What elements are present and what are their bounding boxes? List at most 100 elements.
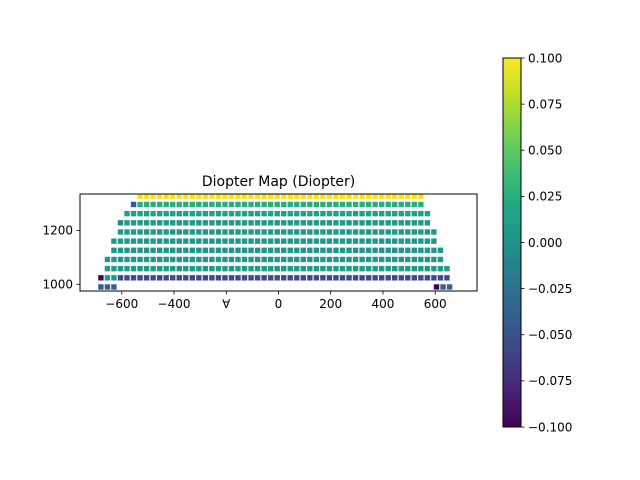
heatmap-cell xyxy=(352,256,359,263)
heatmap-cell xyxy=(444,275,450,281)
heatmap-cell xyxy=(150,220,156,226)
heatmap-cell xyxy=(176,238,182,244)
heatmap-cell xyxy=(333,210,339,217)
heatmap-cell xyxy=(254,275,261,281)
heatmap-cell xyxy=(235,220,241,226)
heatmap-cell xyxy=(365,210,372,217)
heatmap-cell xyxy=(261,229,267,235)
heatmap-cell xyxy=(241,247,248,254)
heatmap-cell xyxy=(326,275,333,281)
heatmap-cell xyxy=(300,201,307,208)
heatmap-cell xyxy=(183,220,189,226)
heatmap-cell xyxy=(365,193,372,200)
heatmap-cell xyxy=(372,229,378,235)
colorbar xyxy=(502,57,522,428)
heatmap-cell xyxy=(209,229,215,235)
heatmap-cell xyxy=(398,275,404,281)
heatmap-cell xyxy=(143,201,150,208)
heatmap-cell xyxy=(163,265,169,272)
heatmap-cell xyxy=(143,220,150,226)
heatmap-cell xyxy=(359,220,365,226)
heatmap-cell xyxy=(274,229,280,235)
heatmap-cell xyxy=(300,238,307,244)
heatmap-cell xyxy=(183,210,189,217)
heatmap-cell xyxy=(202,229,209,235)
heatmap-cell xyxy=(176,201,182,208)
heatmap-cell xyxy=(111,256,117,263)
heatmap-cell xyxy=(385,256,391,263)
heatmap-cell xyxy=(333,238,339,244)
heatmap-cell xyxy=(287,193,293,200)
heatmap-cell xyxy=(196,238,202,244)
heatmap-cell xyxy=(156,210,163,217)
heatmap-cell xyxy=(196,220,202,226)
heatmap-cell xyxy=(333,247,339,254)
heatmap-cell xyxy=(176,265,182,272)
heatmap-cell xyxy=(392,193,398,200)
heatmap-cell xyxy=(267,201,274,208)
heatmap-cell xyxy=(333,275,339,281)
heatmap-cell xyxy=(274,210,280,217)
heatmap-cell xyxy=(378,220,385,226)
heatmap-cell xyxy=(130,247,137,254)
heatmap-cell xyxy=(150,238,156,244)
heatmap-cell xyxy=(150,210,156,217)
heatmap-cell xyxy=(183,247,189,254)
heatmap-cell xyxy=(241,201,248,208)
heatmap-cell xyxy=(320,247,326,254)
heatmap-cell xyxy=(281,220,287,226)
heatmap-cell xyxy=(222,220,228,226)
heatmap-cell xyxy=(411,229,418,235)
heatmap-cell xyxy=(320,193,326,200)
heatmap-cell xyxy=(418,256,424,263)
x-tick-label: −400 xyxy=(158,297,191,311)
heatmap-cell xyxy=(241,210,248,217)
heatmap-cell xyxy=(150,247,156,254)
heatmap-cell xyxy=(202,265,209,272)
heatmap-cell xyxy=(346,229,352,235)
heatmap-cell xyxy=(433,284,440,290)
heatmap-cell xyxy=(333,229,339,235)
heatmap-cell xyxy=(398,220,404,226)
heatmap-cell xyxy=(411,220,418,226)
heatmap-cell xyxy=(444,265,450,272)
heatmap-cell xyxy=(313,238,320,244)
heatmap-cell xyxy=(163,220,169,226)
heatmap-cell xyxy=(170,238,176,244)
heatmap-cell xyxy=(300,229,307,235)
heatmap-cell xyxy=(320,210,326,217)
heatmap-cell xyxy=(359,247,365,254)
heatmap-cell xyxy=(294,220,300,226)
heatmap-cell xyxy=(228,256,235,263)
heatmap-cell xyxy=(346,220,352,226)
heatmap-cell xyxy=(346,238,352,244)
heatmap-cell xyxy=(398,193,404,200)
heatmap-cell xyxy=(411,201,418,208)
heatmap-cell xyxy=(261,247,267,254)
heatmap-cell xyxy=(241,238,248,244)
heatmap-cell xyxy=(189,256,196,263)
heatmap-cell xyxy=(392,220,398,226)
heatmap-cell xyxy=(320,275,326,281)
heatmap-cell xyxy=(254,256,261,263)
heatmap-cell xyxy=(418,193,424,200)
heatmap-cell xyxy=(378,193,385,200)
heatmap-cell xyxy=(424,247,431,254)
heatmap-cell xyxy=(261,193,267,200)
heatmap-cell xyxy=(150,193,156,200)
heatmap-cell xyxy=(385,238,391,244)
heatmap-cell xyxy=(209,256,215,263)
heatmap-cell xyxy=(313,193,320,200)
heatmap-cell xyxy=(339,193,346,200)
heatmap-cell xyxy=(137,238,143,244)
heatmap-cell xyxy=(294,238,300,244)
heatmap-cell xyxy=(176,210,182,217)
heatmap-cell xyxy=(202,238,209,244)
heatmap-cell xyxy=(313,220,320,226)
heatmap-cell xyxy=(235,210,241,217)
heatmap-cell xyxy=(313,229,320,235)
heatmap-cell xyxy=(398,256,404,263)
heatmap-cell xyxy=(183,201,189,208)
heatmap-cell xyxy=(313,265,320,272)
heatmap-cell xyxy=(170,193,176,200)
